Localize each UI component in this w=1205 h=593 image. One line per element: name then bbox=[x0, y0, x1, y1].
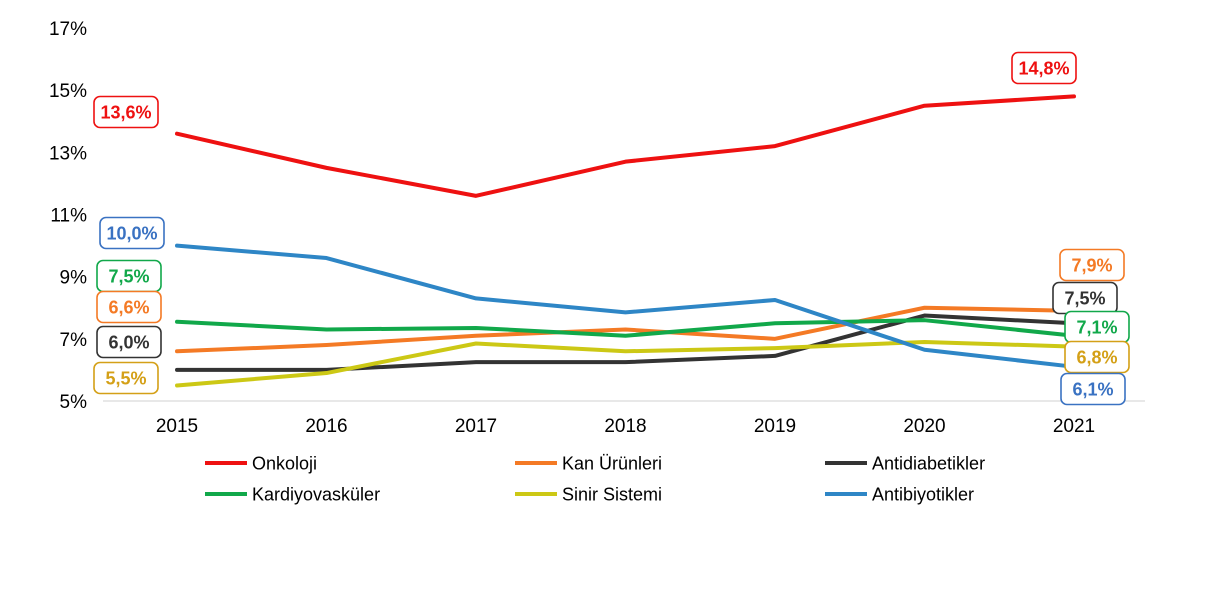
data-label-box bbox=[96, 290, 162, 324]
x-tick-label: 2016 bbox=[305, 416, 347, 437]
data-label-box bbox=[1011, 51, 1077, 85]
y-tick-label: 13% bbox=[49, 143, 87, 164]
data-label-box bbox=[99, 216, 165, 250]
legend-item-kardiyovaskuler: Kardiyovasküler bbox=[205, 485, 380, 505]
data-label-sinir-sistemi-2021: 6,8% bbox=[1064, 340, 1130, 374]
legend-label: Kardiyovasküler bbox=[252, 485, 380, 505]
data-label-onkoloji-2015: 13,6% bbox=[93, 95, 159, 129]
data-label-text: 7,1% bbox=[1076, 318, 1117, 338]
x-tick-label: 2015 bbox=[156, 416, 198, 437]
data-label-text: 6,8% bbox=[1076, 348, 1117, 368]
data-label-text: 7,9% bbox=[1071, 256, 1112, 276]
data-labels: 13,6% 14,8% 10,0% 7,5% 6,6% 6,0% 5,5% 7,9% 7,5% 7… bbox=[93, 51, 1130, 406]
legend-label: Kan Ürünleri bbox=[562, 454, 662, 474]
y-axis: 5% 7% 9% 11% 13% 15% 17% bbox=[49, 19, 87, 413]
data-label-box bbox=[1059, 248, 1125, 282]
data-label-antidiabetikler-2015: 6,0% bbox=[96, 325, 162, 359]
legend-label: Sinir Sistemi bbox=[562, 485, 662, 505]
legend-label: Antibiyotikler bbox=[872, 485, 974, 505]
data-label-antibiyotikler-2015: 10,0% bbox=[99, 216, 165, 250]
legend-label: Onkoloji bbox=[252, 454, 317, 474]
data-label-box bbox=[1060, 372, 1126, 406]
data-label-text: 6,1% bbox=[1072, 380, 1113, 400]
series-line-kardiyovaskuler bbox=[175, 318, 1076, 338]
data-label-antidiabetikler-2021: 7,5% bbox=[1052, 281, 1118, 315]
x-tick-label: 2018 bbox=[604, 416, 646, 437]
legend-label: Antidiabetikler bbox=[872, 454, 985, 474]
series-line-onkoloji bbox=[175, 94, 1076, 198]
series-line-antidiabetikler bbox=[175, 313, 1076, 372]
x-tick-label: 2019 bbox=[754, 416, 796, 437]
data-label-onkoloji-2021: 14,8% bbox=[1011, 51, 1077, 85]
series-line-sinir-sistemi bbox=[175, 339, 1076, 388]
series-line-antibiyotikler bbox=[175, 243, 1076, 369]
y-tick-label: 15% bbox=[49, 81, 87, 102]
data-label-kardiyovaskuler-2015: 7,5% bbox=[96, 259, 162, 293]
data-label-text: 6,6% bbox=[108, 298, 149, 318]
data-label-kan-urunleri-2021: 7,9% bbox=[1059, 248, 1125, 282]
legend-item-antidiabetikler: Antidiabetikler bbox=[825, 454, 985, 474]
legend-item-sinir-sistemi: Sinir Sistemi bbox=[515, 485, 662, 505]
series-lines bbox=[175, 94, 1076, 388]
x-tick-label: 2017 bbox=[455, 416, 497, 437]
data-label-text: 14,8% bbox=[1018, 59, 1069, 79]
legend-item-antibiyotikler: Antibiyotikler bbox=[825, 485, 974, 505]
y-tick-label: 11% bbox=[50, 206, 87, 227]
y-tick-label: 5% bbox=[60, 392, 88, 413]
series-line-kan-urunleri bbox=[175, 305, 1076, 354]
data-label-antibiyotikler-2021: 6,1% bbox=[1060, 372, 1126, 406]
data-label-text: 7,5% bbox=[1064, 289, 1105, 309]
data-label-box bbox=[96, 325, 162, 359]
data-label-text: 13,6% bbox=[100, 103, 151, 123]
data-label-text: 5,5% bbox=[105, 369, 146, 389]
y-tick-label: 7% bbox=[60, 330, 88, 351]
data-label-kardiyovaskuler-2021: 7,1% bbox=[1064, 310, 1130, 344]
data-label-box bbox=[93, 361, 159, 395]
legend-item-onkoloji: Onkoloji bbox=[205, 454, 317, 474]
data-label-text: 10,0% bbox=[106, 224, 157, 244]
legend-item-kan-urunleri: Kan Ürünleri bbox=[515, 454, 662, 474]
legend: Onkoloji Kan Ürünleri Antidiabetikler Kardi… bbox=[205, 454, 985, 505]
data-label-text: 7,5% bbox=[108, 267, 149, 287]
data-label-box bbox=[93, 95, 159, 129]
data-label-text: 6,0% bbox=[108, 333, 149, 353]
x-axis: 2015 2016 2017 2018 2019 2020 2021 bbox=[103, 400, 1145, 437]
x-tick-label: 2021 bbox=[1053, 416, 1095, 437]
x-tick-label: 2020 bbox=[903, 416, 945, 437]
y-tick-label: 9% bbox=[60, 268, 88, 289]
y-tick-label: 17% bbox=[49, 19, 87, 40]
data-label-box bbox=[1064, 340, 1130, 374]
data-label-kan-urunleri-2015: 6,6% bbox=[96, 290, 162, 324]
data-label-sinir-sistemi-2015: 5,5% bbox=[93, 361, 159, 395]
